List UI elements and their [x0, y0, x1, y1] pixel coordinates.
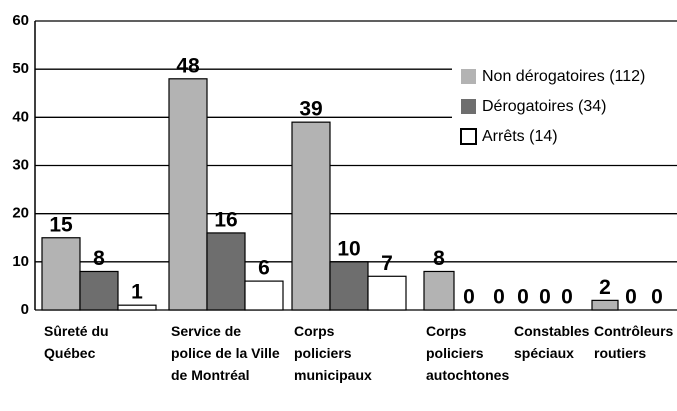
data-label: 0: [625, 286, 637, 309]
y-tick-label: 0: [21, 301, 29, 318]
data-label: 0: [651, 286, 663, 309]
data-label: 0: [517, 286, 529, 309]
y-tick-label: 40: [12, 108, 29, 125]
legend-box: [452, 58, 677, 153]
bar: [168, 78, 208, 311]
bar: [423, 270, 455, 311]
y-tick-label: 30: [12, 156, 29, 173]
bar: [291, 121, 331, 311]
x-tick-label: Sûreté du Québec: [44, 323, 109, 361]
data-label: 48: [176, 54, 200, 77]
data-label: 8: [433, 247, 445, 270]
y-tick-label: 50: [12, 60, 29, 77]
bar: [367, 275, 407, 311]
data-label: 39: [299, 98, 322, 121]
bar: [79, 270, 119, 311]
data-label: 2: [599, 276, 611, 299]
data-label: 0: [539, 286, 551, 309]
bar: [329, 261, 369, 311]
x-tick-label: Constables spéciaux: [514, 323, 590, 361]
data-label: 16: [214, 208, 237, 231]
data-label: 0: [463, 286, 475, 309]
legend-label: Arrêts (14): [482, 128, 558, 145]
bar: [591, 299, 619, 311]
data-label: 6: [258, 257, 270, 280]
y-tick-label: 20: [12, 205, 29, 222]
bar: [117, 304, 157, 311]
y-tick-label: 60: [12, 12, 29, 29]
x-tick-label: Corps policiers autochtones: [426, 323, 510, 383]
x-tick-label: Corps policiers municipaux: [294, 323, 372, 383]
bar: [41, 237, 81, 311]
legend-label: Non dérogatoires (112): [482, 68, 645, 85]
x-tick-label: Service de police de la Ville de Montréa…: [171, 323, 280, 383]
data-label: 1: [131, 281, 143, 304]
data-label: 15: [49, 213, 73, 236]
legend-swatch: [461, 99, 476, 114]
data-label: 8: [93, 247, 105, 270]
data-label: 0: [493, 286, 505, 309]
legend-swatch: [461, 69, 476, 84]
y-tick-label: 10: [12, 253, 29, 270]
data-label: 7: [381, 252, 393, 275]
data-label: 0: [561, 286, 573, 309]
data-label: 10: [337, 237, 360, 260]
bar: [206, 232, 246, 311]
bar: [244, 280, 284, 311]
x-tick-label: Contrôleurs routiers: [594, 323, 674, 361]
legend-swatch: [460, 128, 477, 145]
legend-label: Dérogatoires (34): [482, 98, 607, 115]
